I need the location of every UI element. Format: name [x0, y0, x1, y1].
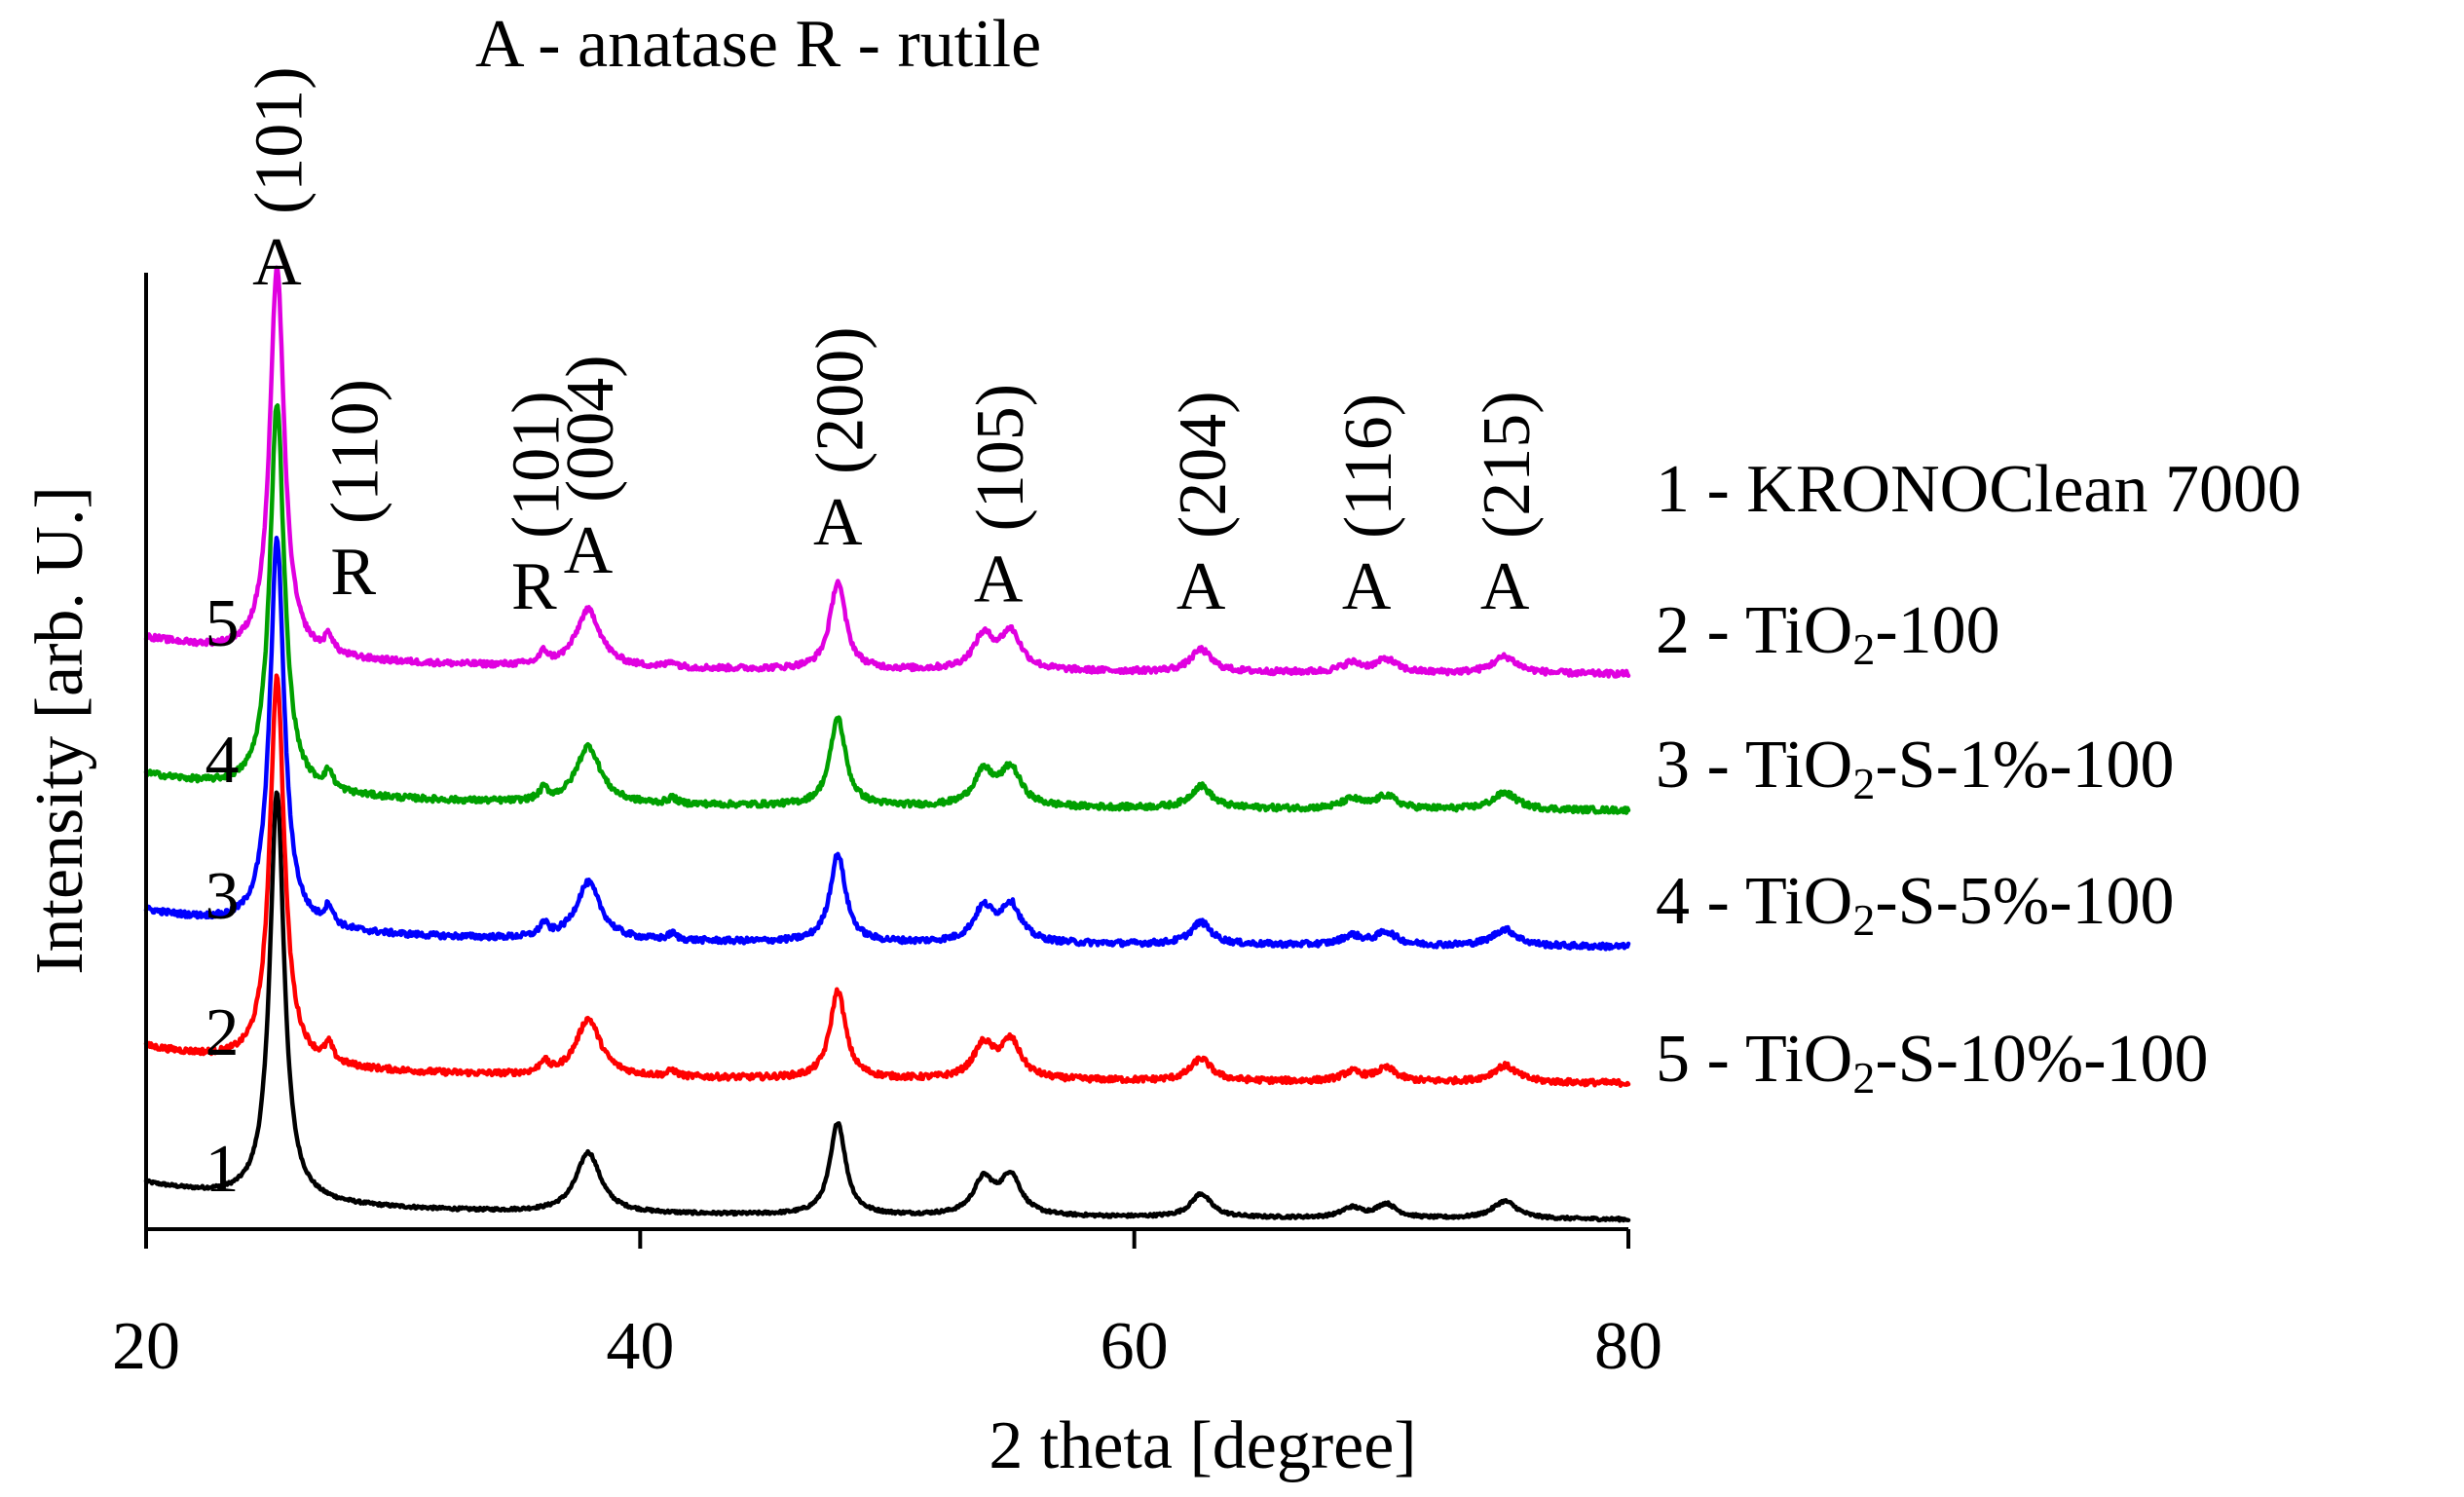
x-tick-group: 20 40 60 80 — [112, 1229, 1662, 1384]
phase-marker-a-6: A — [1176, 549, 1226, 624]
hkl-label-1: (110) — [318, 379, 393, 524]
x-tick-label: 20 — [112, 1309, 180, 1384]
hkl-label-2: (101) — [499, 391, 574, 539]
hkl-label-0: (101) — [242, 66, 317, 214]
hkl-label-5: (105) — [963, 384, 1038, 532]
series-line-5 — [143, 265, 1631, 679]
legend-item-5: 5 - TiO2-S-10%-100 — [1656, 1022, 2209, 1103]
series-index-label-2: 2 — [205, 995, 240, 1070]
series-line-2 — [143, 673, 1631, 1088]
phase-marker-r-2: R — [511, 549, 557, 624]
phase-marker-a-8: A — [1480, 549, 1530, 624]
legend-item-1: 1 - KRONOClean 7000 — [1656, 452, 2301, 527]
legend-item-4: 4 - TiO2-S-5%-100 — [1656, 864, 2175, 945]
x-tick-label: 40 — [606, 1309, 674, 1384]
legend-item-3: 3 - TiO2-S-1%-100 — [1656, 728, 2175, 808]
phase-marker-a-3: A — [564, 513, 614, 588]
x-tick-label: 80 — [1594, 1309, 1662, 1384]
series-index-label-3: 3 — [205, 859, 240, 934]
series-index-labels: 1 2 3 4 5 — [205, 586, 240, 1207]
series-index-label-5: 5 — [205, 586, 240, 661]
hkl-label-4: (200) — [803, 326, 877, 474]
series-line-1 — [143, 790, 1631, 1223]
hkl-label-8: (215) — [1470, 391, 1545, 539]
phase-marker-a-7: A — [1342, 549, 1392, 624]
legend: 1 - KRONOClean 7000 2 - TiO2-100 3 - TiO2-… — [1656, 452, 2301, 1103]
series-line-3 — [143, 536, 1631, 952]
hkl-label-3: (004) — [553, 355, 628, 503]
series-index-label-4: 4 — [205, 723, 240, 798]
x-tick-label: 60 — [1101, 1309, 1169, 1384]
phase-marker-a-0: A — [252, 225, 302, 300]
peak-annotations: A(101)R(110)R(101)A(004)A(200)A(105)A(20… — [242, 66, 1545, 624]
trace-group — [143, 265, 1631, 1223]
y-axis-label: Intensity [arb. U.] — [22, 486, 97, 975]
hkl-label-6: (204) — [1166, 391, 1241, 539]
series-line-4 — [143, 403, 1631, 815]
phase-legend-title: A - anatase R - rutile — [475, 7, 1041, 82]
phase-marker-a-5: A — [974, 542, 1024, 617]
legend-item-2: 2 - TiO2-100 — [1656, 593, 2000, 674]
phase-marker-a-4: A — [813, 485, 863, 560]
phase-marker-r-1: R — [330, 535, 376, 610]
x-axis-label: 2 theta [degree] — [989, 1408, 1416, 1483]
series-index-label-1: 1 — [205, 1132, 240, 1207]
hkl-label-7: (116) — [1331, 393, 1406, 539]
